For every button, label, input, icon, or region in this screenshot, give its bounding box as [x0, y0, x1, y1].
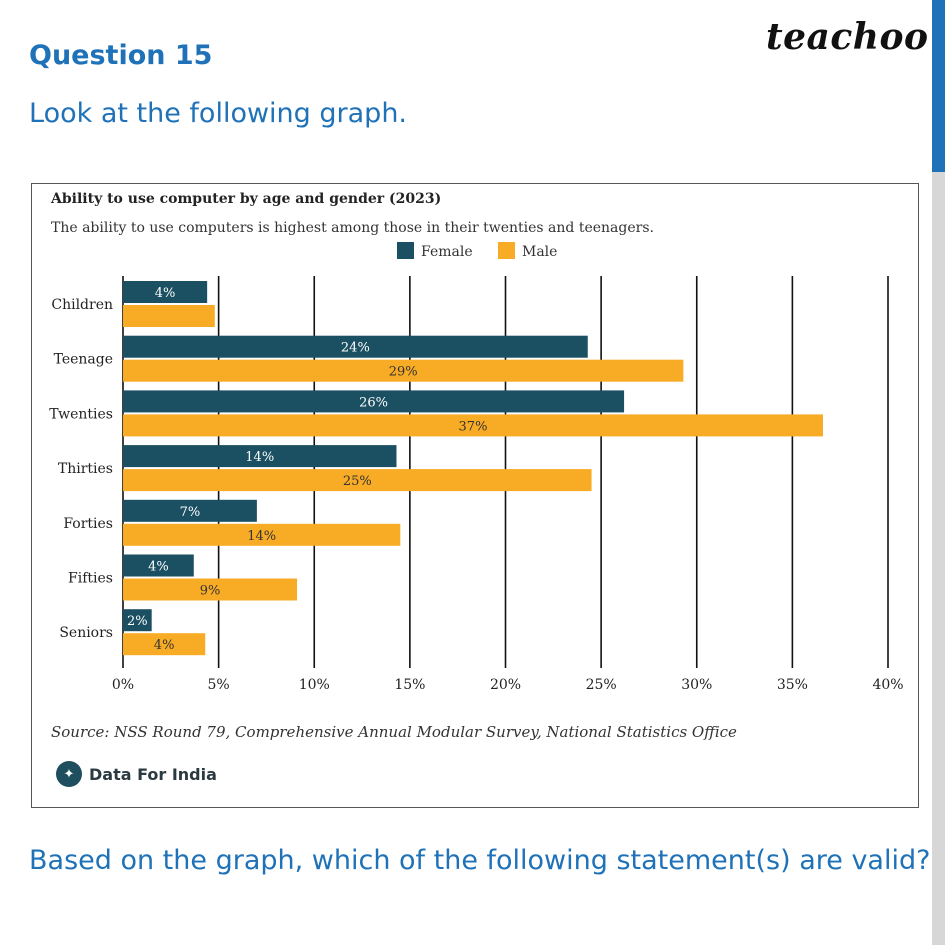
bar-female-seniors: [123, 609, 152, 632]
right-edge-accent: [932, 0, 945, 172]
bar-male-forties: [123, 523, 401, 546]
data-label-female: 24%: [341, 341, 370, 356]
x-tick-label: 35%: [777, 677, 808, 693]
bar-female-twenties: [123, 390, 625, 413]
bar-chart: Female Male 0% 5% 10% 15% 20% 25% 30% 35% 40% Child…: [49, 242, 904, 693]
legend-label-male: Male: [522, 244, 557, 260]
question-prompt: Look at the following graph.: [29, 98, 408, 129]
category-label: Seniors: [59, 625, 113, 641]
legend-swatch-male: [498, 242, 515, 259]
bar-female-thirties: [123, 445, 397, 468]
india-map-icon: ✦: [56, 761, 82, 787]
follow-up-question: Based on the graph, which of the followi…: [29, 845, 931, 876]
category-label: Forties: [63, 516, 113, 532]
bar-male-seniors: [123, 633, 206, 656]
category-label: Thirties: [58, 461, 113, 477]
data-label-female: 4%: [155, 286, 176, 301]
data-label-female: 2%: [127, 614, 148, 629]
x-tick-label: 15%: [394, 677, 425, 693]
data-label-male: 37%: [459, 419, 488, 434]
chart-title: Ability to use computer by age and gende…: [51, 191, 442, 207]
chart-source: Source: NSS Round 79, Comprehensive Annu…: [51, 723, 737, 741]
x-tick-label: 0%: [112, 677, 134, 693]
bar-male-children: [123, 305, 215, 327]
data-for-india-label: Data For India: [89, 764, 217, 784]
category-label: Teenage: [54, 352, 113, 368]
x-tick-label: 10%: [299, 677, 330, 693]
bar-male-twenties: [123, 414, 823, 437]
bar-female-teenage: [123, 335, 588, 358]
x-tick-label: 5%: [208, 677, 230, 693]
right-edge-scroll-strip: [932, 0, 945, 945]
x-tick-label: 25%: [586, 677, 617, 693]
bar-male-fifties: [123, 578, 298, 601]
data-label-male: 14%: [247, 529, 276, 544]
bar-male-teenage: [123, 359, 684, 382]
data-label-male: 25%: [343, 474, 372, 489]
bar-female-fifties: [123, 554, 194, 577]
bar-female-children: [123, 281, 208, 303]
category-label: Children: [51, 297, 113, 313]
teachoo-logo: teachoo: [766, 16, 929, 58]
x-tick-label: 20%: [490, 677, 521, 693]
chart-subtitle: The ability to use computers is highest …: [51, 220, 654, 236]
legend-swatch-female: [397, 242, 414, 259]
data-label-male: 29%: [389, 365, 418, 380]
data-label-female: 26%: [359, 395, 388, 410]
category-label: Twenties: [49, 406, 113, 422]
data-label-female: 4%: [148, 560, 169, 575]
category-label: Fifties: [68, 571, 113, 587]
data-label-female: 14%: [245, 450, 274, 465]
bar-male-thirties: [123, 469, 592, 492]
chart-figure: Ability to use computer by age and gende…: [31, 183, 919, 808]
legend-label-female: Female: [421, 244, 473, 260]
bar-female-forties: [123, 499, 257, 522]
data-for-india-brand: ✦ Data For India: [56, 761, 217, 787]
x-tick-label: 40%: [872, 677, 903, 693]
x-tick-label: 30%: [681, 677, 712, 693]
question-number: Question 15: [29, 40, 213, 71]
data-label-male: 9%: [200, 584, 221, 599]
data-label-male: 4%: [154, 638, 175, 653]
data-label-female: 7%: [180, 505, 201, 520]
